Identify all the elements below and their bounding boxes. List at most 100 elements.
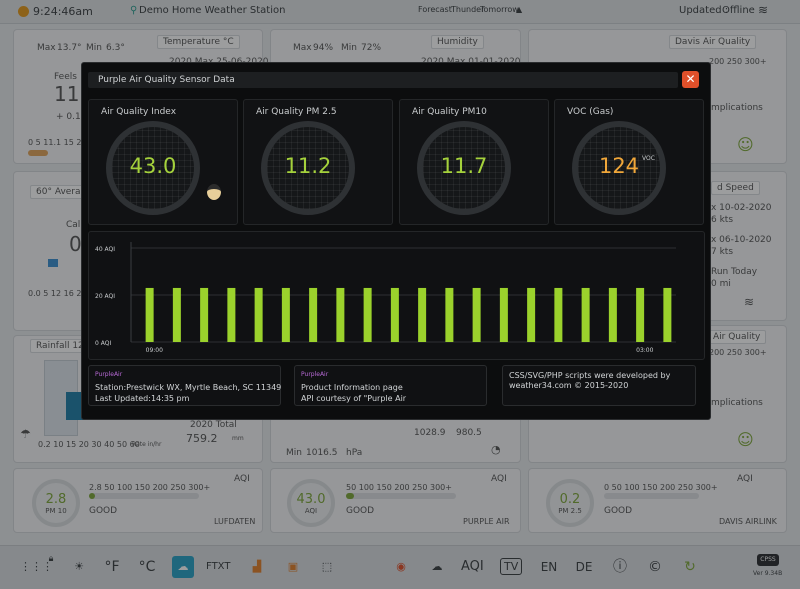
refresh-icon[interactable]: ↻ [684,559,696,575]
aqi-gauge-card: Air Quality Index 43.0 [88,99,238,225]
api-courtesy-line: API courtesy of "Purple Air [301,394,407,403]
top-bar: 9:24:46am ⚲ Demo Home Weather Station Fo… [0,0,800,24]
wifi-icon: ≋ [758,3,769,17]
aq-right-scale: 200 250 300+ [709,348,767,357]
product-info-link[interactable]: Product Information page [301,383,403,392]
pm25-gauge-label: Air Quality PM 2.5 [256,107,337,117]
davis-airlink-bar [604,493,699,499]
chart-y-tick-label: 0 AQI [95,340,111,347]
rain-total-value: 759.2 [186,432,218,445]
davis-airlink-gauge: 0.2 PM 2.5 [546,479,594,527]
fahrenheit-button[interactable]: °F [104,559,120,575]
davis-aq-implications: mplications [711,103,763,113]
temperature-value: 11. [54,82,86,106]
rain-rate-label: Rate in/hr [132,441,162,448]
davis-airlink-card[interactable]: AQI 0.2 PM 2.5 0 50 100 150 200 250 300+… [528,468,787,533]
forecast-suffix: Tomorrow [480,5,519,14]
humidity-min: 72% [361,43,382,53]
purpleair-value: 43.0 [296,492,326,507]
compass-icon: ◔ [491,443,501,456]
humidity-max-label: Max [293,43,312,53]
chart-bar [336,287,345,342]
purple-air-modal: Purple Air Quality Sensor Data ✕ Air Qua… [81,62,711,420]
cloud-outline-icon[interactable]: ☁ [431,560,443,573]
info-icon[interactable]: ⓘ [613,559,627,575]
lufdaten-bar-fill [89,493,95,499]
station-line: Station:Prestwick WX, Myrtle Beach, SC 1… [95,383,282,392]
lock-icon[interactable]: 🔒︎ [48,554,54,564]
cloud-icon[interactable]: ☁ [172,556,194,578]
rain-scale: 0.2 10 15 20 30 40 50 60 [38,440,140,449]
temperature-scale: 0 5 11.1 15 20 [28,138,87,147]
davis-aq-title: Davis Air Quality [669,35,757,49]
chart-bar [200,287,209,342]
davis-airlink-value: 0.2 [559,492,581,507]
chart-bar [608,287,617,342]
davis-aq-scale: 200 250 300+ [709,57,767,66]
purpleair-bar-fill [346,493,354,499]
pm10-gauge-label: Air Quality PM10 [412,107,487,117]
ftxt-button[interactable]: FTXT [206,561,231,572]
purpleair-logo: PurpleAir [301,371,329,378]
voc-gauge-label: VOC (Gas) [567,107,614,117]
bar-chart-icon[interactable]: ▟ [252,560,262,573]
wind-waves-icon: ≋ [744,295,755,309]
product-info-box[interactable]: PurpleAir Product Information page API c… [294,365,487,406]
aq-right-title: Air Quality [707,330,767,344]
pm25-gauge-card: Air Quality PM 2.5 11.2 [243,99,393,225]
lufdaten-value: 2.8 [45,492,67,507]
pm25-gauge-ring: 11.2 [261,121,355,215]
voc-gauge-card: VOC (Gas) 124 VOC [554,99,704,225]
chart-bar [172,287,181,342]
rain-total-unit: mm [232,435,244,442]
station-info-box: PurpleAir Station:Prestwick WX, Myrtle B… [88,365,281,406]
wind-unit-badge [48,259,58,267]
language-en-button[interactable]: EN [540,560,558,574]
chart-bar [145,287,154,342]
temp-min: 6.3° [106,43,125,53]
close-button[interactable]: ✕ [682,71,699,88]
temp-max: 13.7° [57,43,82,53]
aqi-history-svg: 0 AQI 20 AQI 40 AQI 09:00 03:00 [95,242,676,354]
grid-icon[interactable]: ⋮⋮⋮ [20,560,53,573]
calendar-icon[interactable]: ▣ [287,560,299,573]
lufdaten-card[interactable]: AQI 2.8 PM 10 2.8 50 100 150 200 250 300… [13,468,263,533]
pm25-gauge-value: 11.2 [284,154,332,178]
chart-bar [527,287,536,342]
avg-wind-value: 0 [69,232,82,256]
davis-airlink-unit: PM 2.5 [558,507,582,515]
aqi-gauge-ring: 43.0 [106,121,200,215]
station-name[interactable]: Demo Home Weather Station [139,5,286,16]
wind-speed-title: d Speed [711,181,760,195]
wind-max-date: x 10-02-2020 [711,203,772,213]
purpleair-status: GOOD [346,506,375,516]
wind-max-value: 6 kts [711,215,734,225]
bottom-toolbar: ⋮⋮⋮ 🔒︎ ☀ °F °C ☁ FTXT ▟ ▣ ⬚ ◉ ☁ AQI TV E… [0,545,800,589]
forecast-condition: Thunder [451,5,485,14]
voc-gauge-value: 124 [598,154,640,178]
modal-title: Purple Air Quality Sensor Data [88,72,678,88]
chart-bar [390,287,399,342]
purpleair-card[interactable]: AQI 43.0 AQI 50 100 150 200 250 300+ GOO… [270,468,521,533]
copyright-icon[interactable]: © [648,559,662,575]
baro-min-value: 1016.5 [306,448,338,458]
temperature-title: Temperature °C [157,35,240,49]
language-de-button[interactable]: DE [575,560,593,574]
humidity-min-label: Min [341,43,357,53]
baro-min-unit: hPa [346,448,363,458]
aqi-button[interactable]: AQI [461,559,484,574]
tv-button[interactable]: TV [500,558,523,575]
sun-icon[interactable]: ☀ [74,560,84,573]
pm10-gauge-ring: 11.7 [417,121,511,215]
chart-bar [663,287,672,342]
avg-wind-scale: 0.0 5 12 16 20 [28,289,87,298]
celsius-button[interactable]: °C [138,559,156,575]
box-icon[interactable]: ⬚ [321,560,333,573]
webcam-icon[interactable]: ◉ [396,560,406,573]
rainfall-title: Rainfall 12 [30,339,90,353]
chart-bar [499,287,508,342]
clock: 9:24:46am [33,5,93,18]
pm10-gauge-card: Air Quality PM10 11.7 [399,99,549,225]
calm-label: Calm [66,220,90,230]
updated-status: Offline [722,5,755,16]
